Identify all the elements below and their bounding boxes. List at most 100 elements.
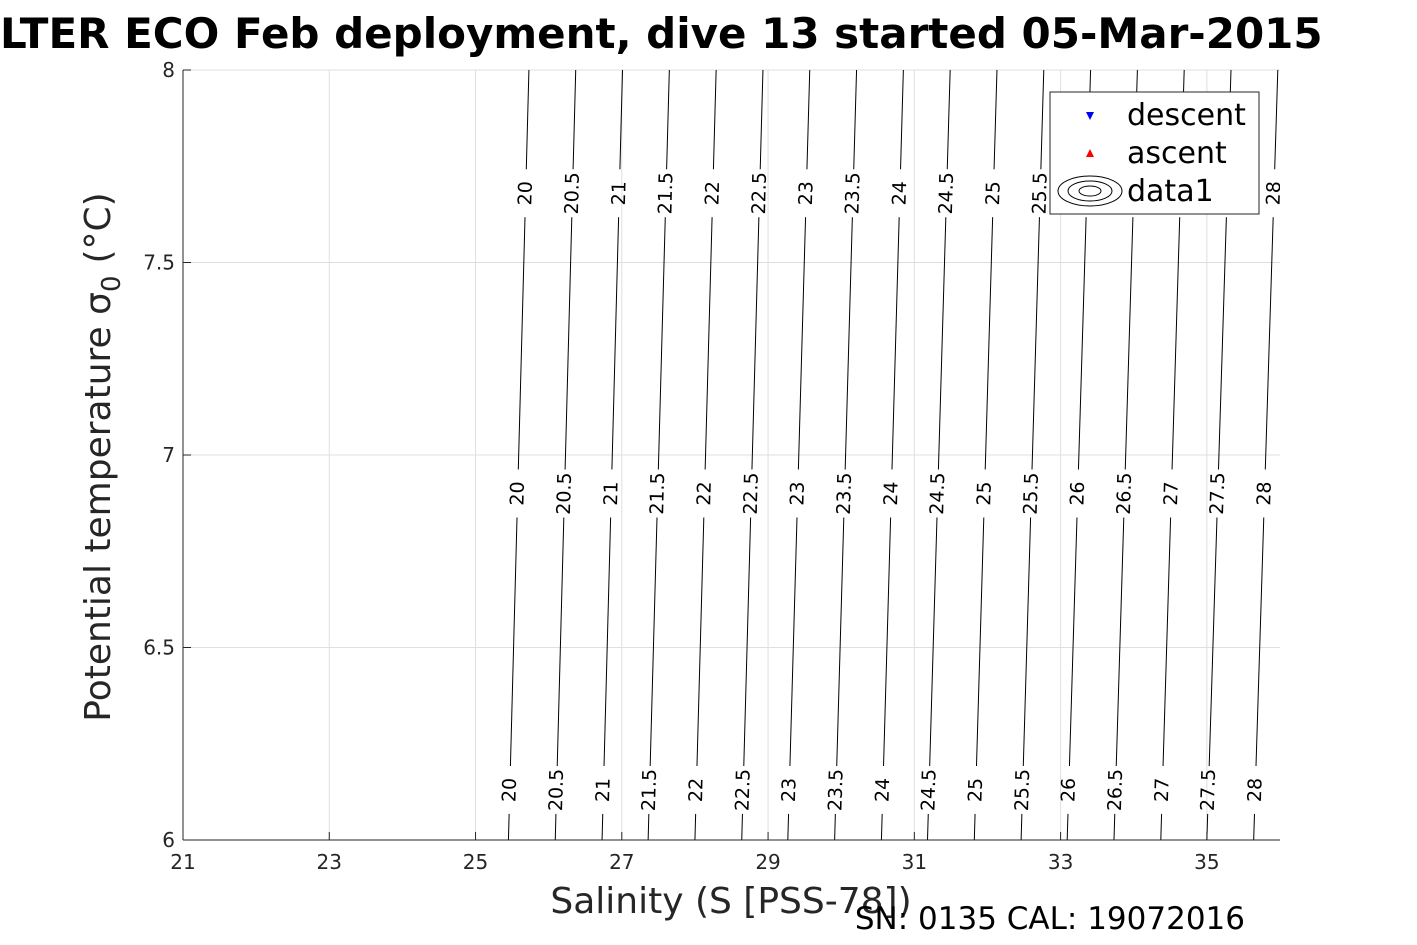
contour-label: 28 xyxy=(1253,481,1276,506)
contour-segment xyxy=(1115,517,1125,766)
contour-label: 27 xyxy=(1151,778,1174,803)
contour-label: 23.5 xyxy=(841,172,864,215)
contour-segment xyxy=(751,217,760,470)
contour-segment xyxy=(556,517,565,766)
contour-segment xyxy=(883,517,892,766)
contour-segment xyxy=(984,217,994,470)
contour-label: 21 xyxy=(592,778,615,803)
contour-segment xyxy=(696,517,705,766)
contour-label: 20 xyxy=(506,481,529,506)
y-tick-label: 7.5 xyxy=(143,251,175,275)
contour-label: 22.5 xyxy=(732,769,755,812)
contour-label: 21 xyxy=(600,481,623,506)
contour-label: 21.5 xyxy=(654,172,677,215)
contour-segment xyxy=(1274,70,1279,170)
contour-label: 28 xyxy=(1263,181,1286,206)
contour-label: 22.5 xyxy=(748,172,771,215)
contour-line-21-5: 21.5 21.5 21.5 xyxy=(638,70,678,840)
contour-segment xyxy=(975,517,985,766)
contour-label: 23 xyxy=(786,481,809,506)
contour-segment xyxy=(1031,217,1040,470)
contour-label: 28 xyxy=(1244,778,1267,803)
legend-data1-label: data1 xyxy=(1127,174,1214,209)
contour-label: 23.5 xyxy=(824,768,847,811)
x-tick-label: 21 xyxy=(170,850,195,874)
serial-calibration-text: SN: 0135 CAL: 19072016 xyxy=(855,901,1245,937)
contour-label: 20 xyxy=(514,181,537,206)
contour-segment xyxy=(789,517,798,766)
contour-label: 21.5 xyxy=(638,769,661,812)
contour-segment xyxy=(554,813,557,840)
contour-segment xyxy=(759,70,764,170)
contour-segment xyxy=(787,813,790,840)
contour-segment xyxy=(946,70,951,170)
y-axis-label: Potential temperature σ0 (°C) xyxy=(78,192,127,721)
contour-segment xyxy=(525,70,530,170)
contour-label: 25 xyxy=(982,181,1005,206)
x-tick-label: 31 xyxy=(902,850,927,874)
y-tick-label: 7 xyxy=(162,443,175,467)
contour-segment xyxy=(649,517,658,766)
legend-ascent-label: ascent xyxy=(1127,136,1227,171)
contour-segment xyxy=(1208,517,1218,766)
contour-segment xyxy=(797,217,807,470)
contour-segment xyxy=(891,217,900,470)
contour-label: 22 xyxy=(685,778,708,803)
contour-label: 23 xyxy=(778,778,801,803)
contour-segment xyxy=(1022,517,1032,766)
contour-segment xyxy=(1020,813,1023,840)
contour-label: 20.5 xyxy=(553,472,576,515)
contour-segment xyxy=(601,813,604,840)
contour-segment xyxy=(834,813,836,840)
contour-segment xyxy=(666,70,670,170)
contour-segment xyxy=(1077,217,1087,470)
contour-label: 26.5 xyxy=(1113,472,1136,515)
contour-label: 25.5 xyxy=(1011,768,1034,811)
contour-label: 27 xyxy=(1160,481,1183,506)
contour-segment xyxy=(507,813,510,840)
x-tick-label: 33 xyxy=(1048,850,1073,874)
contour-segment xyxy=(1264,217,1274,470)
contour-segment xyxy=(647,813,650,840)
contour-segment xyxy=(1171,217,1181,470)
y-tick-label: 6 xyxy=(162,828,175,852)
contour-label: 24 xyxy=(872,778,895,803)
contour-line-22-5: 22.5 22.5 22.5 xyxy=(732,70,771,840)
contour-line-23-5: 23.5 23.5 23.5 xyxy=(824,70,865,840)
contour-label: 25.5 xyxy=(1029,172,1052,215)
contour-line-28: 28 28 28 xyxy=(1244,70,1286,840)
x-axis-label: Salinity (S [PSS-78]) xyxy=(550,881,911,922)
contour-label: 24 xyxy=(889,181,912,206)
contour-line-23: 23 23 23 xyxy=(778,70,818,840)
contour-segment xyxy=(937,217,947,470)
contour-label: 25 xyxy=(973,481,996,506)
x-axis-ticks: 21 23 25 27 29 31 33 35 xyxy=(170,832,1220,874)
y-axis-label-subscript: 0 xyxy=(97,275,127,292)
legend-box xyxy=(1049,91,1260,215)
x-tick-label: 35 xyxy=(1194,850,1219,874)
contour-segment xyxy=(572,70,577,170)
contour-line-25: 25 25 25 xyxy=(964,70,1005,840)
contour-label: 22 xyxy=(693,481,716,506)
contour-label: 21.5 xyxy=(646,472,669,515)
contour-label: 20 xyxy=(498,778,521,803)
contour-segment xyxy=(619,70,624,170)
contour-segment xyxy=(836,517,845,766)
contour-segment xyxy=(509,517,518,766)
contour-segment xyxy=(743,517,752,766)
contour-segment xyxy=(611,217,620,470)
contour-segment xyxy=(657,217,666,470)
contour-segment xyxy=(929,517,938,766)
contour-segment xyxy=(564,217,573,470)
contour-segment xyxy=(973,813,976,840)
x-tick-label: 27 xyxy=(609,850,634,874)
contour-segment xyxy=(853,70,858,170)
contour-segment xyxy=(1255,517,1265,766)
contour-label: 26.5 xyxy=(1104,768,1127,811)
contour-label: 24.5 xyxy=(926,472,949,515)
legend: descent ascent data1 xyxy=(1049,91,1260,215)
contour-label: 24.5 xyxy=(935,172,958,215)
contour-segment xyxy=(880,813,883,840)
contour-line-25-5: 25.5 25.5 25.5 xyxy=(1011,70,1052,840)
